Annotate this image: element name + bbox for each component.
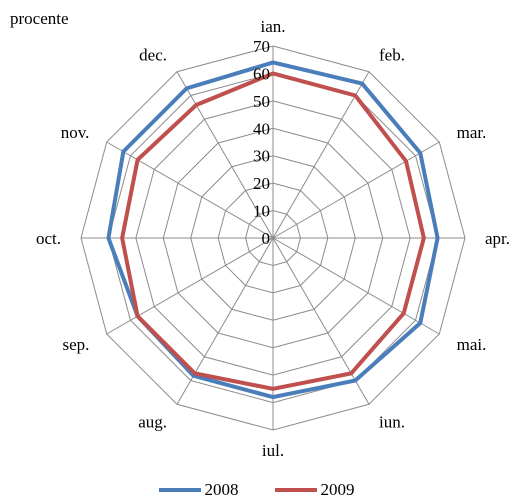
unit-label: procente bbox=[10, 9, 69, 28]
category-label: nov. bbox=[61, 123, 90, 142]
radar-series bbox=[106, 60, 440, 400]
category-label: iul. bbox=[262, 441, 284, 460]
radial-tick-labels: 0 10 20 30 40 50 60 70 bbox=[253, 37, 270, 248]
category-label: dec. bbox=[139, 45, 167, 64]
radar-grid bbox=[80, 45, 466, 431]
legend-swatch-2009 bbox=[274, 488, 317, 492]
grid-spoke bbox=[272, 141, 440, 239]
category-label: sep. bbox=[62, 335, 89, 354]
radial-tick-label: 40 bbox=[253, 119, 270, 138]
series-line-2009 bbox=[120, 71, 426, 391]
category-label: feb. bbox=[379, 45, 405, 64]
series-line-2008 bbox=[106, 60, 440, 400]
grid-spoke bbox=[272, 237, 440, 335]
radial-tick-label: 50 bbox=[253, 92, 270, 111]
category-label: apr. bbox=[485, 229, 510, 248]
legend-item-2008: 2008 bbox=[158, 480, 239, 500]
legend-item-2009: 2009 bbox=[274, 480, 355, 500]
category-label: ian. bbox=[260, 17, 285, 36]
grid-spoke bbox=[272, 71, 370, 239]
legend-label-2009: 2009 bbox=[320, 480, 355, 499]
radial-tick-label: 70 bbox=[253, 37, 270, 56]
legend: 2008 2009 bbox=[0, 480, 513, 500]
grid-spoke bbox=[106, 237, 274, 335]
radial-tick-label: 60 bbox=[253, 64, 270, 83]
category-label: mar. bbox=[457, 123, 487, 142]
radial-tick-label: 10 bbox=[253, 202, 270, 221]
radial-tick-label: 20 bbox=[253, 174, 270, 193]
grid-spoke bbox=[106, 141, 274, 239]
category-label: mai. bbox=[457, 335, 487, 354]
legend-swatch-2008 bbox=[158, 488, 201, 492]
category-label: iun. bbox=[379, 413, 405, 432]
category-label: oct. bbox=[36, 229, 61, 248]
grid-spoke bbox=[176, 71, 274, 239]
radial-tick-label: 0 bbox=[262, 229, 271, 248]
category-labels: ian. feb. mar. apr. mai. iun. iul. aug. sep. oct.… bbox=[36, 17, 510, 460]
legend-label-2008: 2008 bbox=[204, 480, 239, 499]
grid-spoke bbox=[272, 237, 370, 405]
radial-tick-label: 30 bbox=[253, 147, 270, 166]
category-label: aug. bbox=[138, 413, 167, 432]
